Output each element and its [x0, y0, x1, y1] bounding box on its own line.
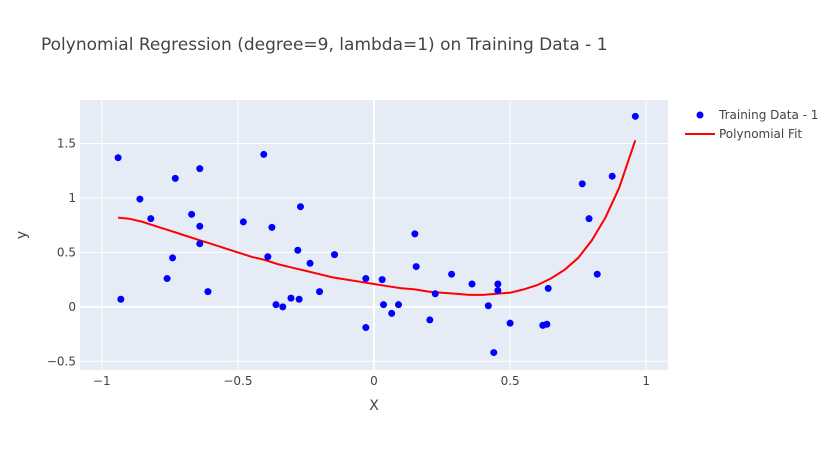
data-point[interactable] — [484, 302, 492, 310]
data-point[interactable] — [306, 259, 314, 267]
data-point[interactable] — [279, 303, 287, 311]
data-point[interactable] — [506, 319, 514, 327]
data-point[interactable] — [431, 290, 439, 298]
zero-lines — [80, 100, 668, 370]
y-tick-label: −0.5 — [47, 354, 76, 368]
data-point[interactable] — [593, 270, 601, 278]
data-point[interactable] — [163, 275, 171, 283]
data-point[interactable] — [412, 263, 420, 271]
data-point[interactable] — [448, 270, 456, 278]
data-point[interactable] — [294, 246, 302, 254]
x-tick-label: 0 — [370, 374, 378, 388]
data-point[interactable] — [362, 324, 370, 332]
y-tick-label: 1.5 — [57, 137, 76, 151]
data-point[interactable] — [272, 301, 280, 309]
legend-item-polynomial-fit[interactable]: Polynomial Fit — [685, 127, 802, 141]
legend-item-training-data[interactable]: Training Data - 1 — [696, 108, 819, 122]
x-tick-label: −1 — [93, 374, 111, 388]
data-point[interactable] — [196, 222, 204, 230]
data-point[interactable] — [362, 275, 370, 283]
y-axis-title: y — [14, 231, 30, 239]
y-tick-label: 0 — [68, 300, 76, 314]
data-point[interactable] — [494, 287, 502, 295]
plot-traces — [114, 112, 639, 357]
legend: Training Data - 1 Polynomial Fit — [685, 108, 818, 141]
legend-marker-icon — [696, 111, 704, 119]
data-point[interactable] — [543, 320, 551, 328]
data-point[interactable] — [490, 349, 498, 357]
data-point[interactable] — [171, 174, 179, 182]
data-point[interactable] — [114, 154, 122, 162]
data-point[interactable] — [544, 284, 552, 292]
legend-label-polynomial-fit: Polynomial Fit — [719, 127, 802, 141]
data-point[interactable] — [426, 316, 434, 324]
y-tick-label: 1 — [68, 191, 76, 205]
data-point[interactable] — [147, 215, 155, 223]
chart-title: Polynomial Regression (degree=9, lambda=… — [41, 35, 608, 55]
data-point[interactable] — [260, 150, 268, 158]
data-point[interactable] — [287, 294, 295, 302]
x-tick-labels: −1 −0.5 0 0.5 1 — [93, 374, 650, 388]
data-point[interactable] — [169, 254, 177, 262]
data-point[interactable] — [631, 112, 639, 120]
data-point[interactable] — [331, 251, 339, 259]
data-point[interactable] — [316, 288, 324, 296]
data-point[interactable] — [411, 230, 419, 238]
data-point[interactable] — [196, 165, 204, 173]
x-tick-label: 1 — [642, 374, 650, 388]
data-point[interactable] — [297, 203, 304, 211]
data-point[interactable] — [585, 215, 593, 223]
x-tick-label: 0.5 — [501, 374, 520, 388]
data-point[interactable] — [196, 240, 204, 248]
data-point[interactable] — [608, 172, 616, 180]
data-point[interactable] — [578, 180, 586, 188]
data-point[interactable] — [494, 280, 502, 288]
data-point[interactable] — [136, 195, 144, 203]
y-tick-label: 0.5 — [57, 245, 76, 259]
legend-label-training-data: Training Data - 1 — [718, 108, 818, 122]
data-point[interactable] — [188, 210, 196, 218]
training-data-points — [114, 112, 639, 357]
data-point[interactable] — [388, 309, 396, 317]
data-point[interactable] — [239, 218, 247, 226]
x-tick-label: −0.5 — [223, 374, 252, 388]
y-tick-labels: −0.5 0 0.5 1 1.5 — [47, 137, 76, 369]
data-point[interactable] — [468, 280, 476, 288]
data-point[interactable] — [268, 223, 276, 231]
data-point[interactable] — [395, 301, 402, 309]
data-point[interactable] — [380, 301, 388, 309]
data-point[interactable] — [204, 288, 212, 296]
data-point[interactable] — [378, 276, 386, 284]
data-point[interactable] — [295, 295, 303, 303]
data-point[interactable] — [117, 295, 125, 303]
data-point[interactable] — [264, 253, 272, 261]
x-axis-title: X — [369, 398, 379, 414]
